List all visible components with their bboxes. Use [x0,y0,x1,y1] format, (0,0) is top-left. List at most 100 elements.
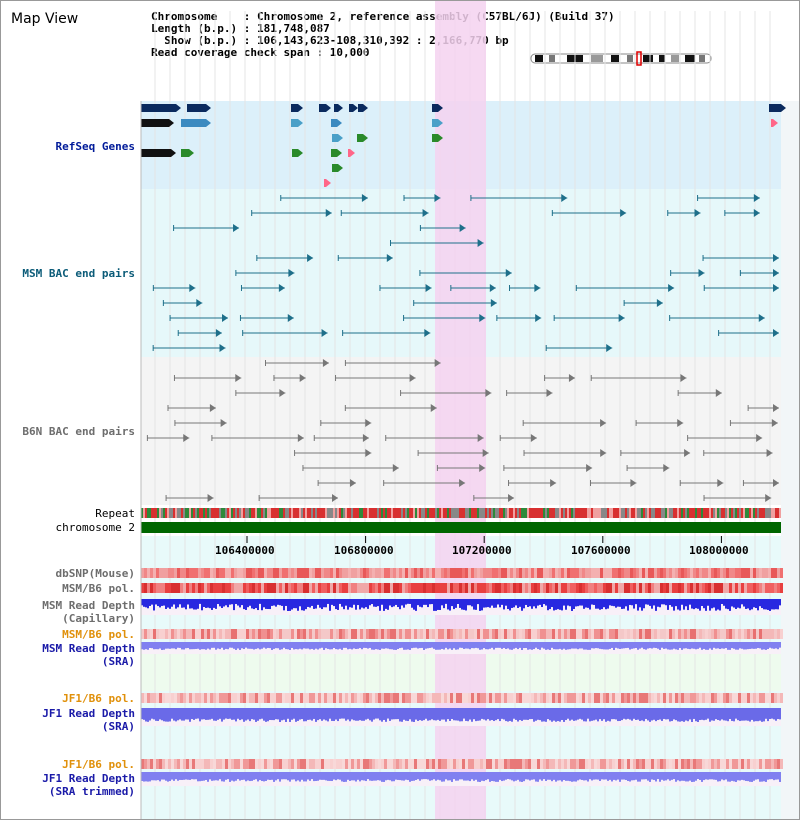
msm-bac-pair-end [477,239,484,247]
jf1b6-pol-mark [369,693,372,703]
msm-sra-depth [303,642,305,649]
jf1b6-pol2-mark [570,759,573,769]
dbsnp-mark [240,568,243,578]
repeat-mark [691,508,693,518]
jf1b6-pol-mark [636,693,639,703]
dbsnp-mark [609,568,612,578]
msmb6-pol2-mark [771,629,774,639]
msm-sra-depth [337,642,339,650]
jf1-trimmed-depth [427,772,429,780]
repeat-mark [707,508,709,518]
msmb6-pol2-mark [780,629,783,639]
msm-sra-depth [297,642,299,650]
dbsnp-mark [207,568,210,578]
jf1-trimmed-depth [667,772,669,780]
msmb6-pol-mark [387,583,390,593]
msmb6-pol2-mark [360,629,363,639]
dbsnp-mark [231,568,234,578]
b6n-bac-pair-end [430,404,437,412]
repeat-mark [237,508,239,518]
msmb6-pol2-mark [402,629,405,639]
jf1b6-pol-mark [477,693,480,703]
msmb6-pol2-mark [495,629,498,639]
jf1b6-pol2-mark [516,759,519,769]
repeat-mark [639,508,641,518]
jf1-sra-depth [459,708,461,722]
jf1-trimmed-depth [243,772,245,780]
msm-sra-depth [683,642,685,649]
msm-sra-depth [467,642,469,649]
msmb6-pol2-mark [666,629,669,639]
jf1-trimmed-depth [465,772,467,781]
msm-sra-depth [679,642,681,649]
msm-sra-depth [209,642,211,650]
jf1b6-pol-mark [654,693,657,703]
msm-sra-depth [659,642,661,650]
msm-bac-pair-end [758,314,765,322]
jf1-sra-depth [257,708,259,721]
msm-capillary-depth [431,599,433,605]
msm-sra-depth [433,642,435,649]
jf1-trimmed-depth [661,772,663,780]
jf1-sra-depth [165,708,167,722]
jf1b6-pol2-mark [618,759,621,769]
repeat-mark [627,508,629,518]
msm-capillary-depth [261,599,263,611]
jf1-trimmed-depth [405,772,407,780]
jf1-trimmed-depth [617,772,619,780]
jf1b6-pol2-mark [714,759,717,769]
jf1b6-pol-mark [390,693,393,703]
repeat-mark [699,508,701,518]
dbsnp-mark [264,568,267,578]
msm-capillary-depth [661,599,663,605]
track-label-msm-bac: MSM BAC end pairs [22,267,135,280]
jf1b6-pol2-mark [729,759,732,769]
repeat-mark [147,508,149,518]
msm-sra-depth [531,642,533,650]
msm-capillary-depth [769,599,771,611]
repeat-mark [487,508,489,518]
repeat-mark [611,508,613,518]
msm-sra-depth [317,642,319,650]
jf1b6-pol-mark [288,693,291,703]
msm-capillary-depth [639,599,641,608]
msm-sra-depth [641,642,643,648]
jf1-trimmed-depth [233,772,235,782]
jf1b6-pol-mark [597,693,600,703]
msmb6-pol-mark [720,583,723,593]
repeat-mark [325,508,327,518]
msmb6-pol-mark [276,583,279,593]
dbsnp-mark [576,568,579,578]
jf1-trimmed-depth [713,772,715,780]
dbsnp-mark [537,568,540,578]
msmb6-pol2-mark [600,629,603,639]
msmb6-pol2-mark [243,629,246,639]
dbsnp-mark [180,568,183,578]
refseq-gene [187,104,206,112]
repeat-mark [327,508,329,518]
msm-capillary-depth [223,599,225,607]
jf1-sra-depth [401,708,403,722]
jf1-sra-depth [291,708,293,720]
dbsnp-mark [201,568,204,578]
jf1b6-pol2-mark [336,759,339,769]
msm-sra-depth [465,642,467,649]
jf1-sra-depth [535,708,537,721]
jf1-sra-depth [297,708,299,721]
jf1b6-pol-mark [483,693,486,703]
msm-capillary-depth [567,599,569,606]
repeat-mark [555,508,557,518]
repeat-mark [725,508,727,518]
repeat-mark [391,508,393,518]
msm-sra-depth [227,642,229,650]
jf1-sra-depth [387,708,389,719]
jf1-sra-depth [149,708,151,721]
jf1-sra-depth [367,708,369,719]
jf1b6-pol2-mark [258,759,261,769]
msm-capillary-depth [531,599,533,609]
repeat-mark [281,508,283,518]
msm-sra-depth [375,642,377,650]
jf1-trimmed-depth [489,772,491,782]
jf1b6-pol-mark [513,693,516,703]
